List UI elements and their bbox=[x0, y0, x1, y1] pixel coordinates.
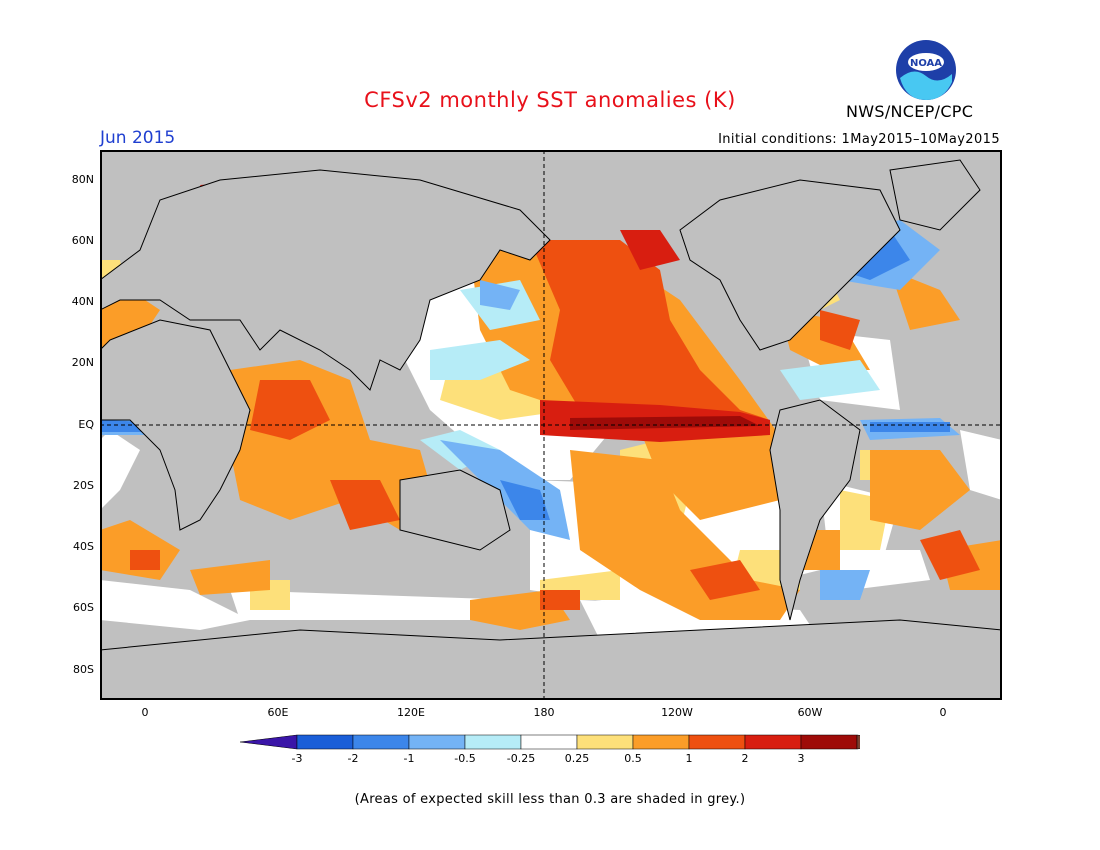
colorbar-bin bbox=[744, 734, 802, 750]
lat-label: 20N bbox=[71, 356, 94, 369]
sst-anomaly-map bbox=[100, 150, 1002, 700]
skill-note: (Areas of expected skill less than 0.3 a… bbox=[354, 792, 746, 807]
lat-label: 80N bbox=[71, 173, 94, 186]
colorbar-bin bbox=[296, 734, 354, 750]
colorbar-arrow-low bbox=[240, 734, 298, 750]
organization-label: NWS/NCEP/CPC bbox=[846, 102, 974, 121]
continent-outlines bbox=[100, 159, 1002, 700]
lon-label: 0 bbox=[939, 706, 947, 719]
lat-label: 60N bbox=[71, 234, 94, 247]
lat-label: 40N bbox=[71, 295, 94, 308]
lat-label: EQ bbox=[78, 418, 94, 431]
initial-conditions: Initial conditions: 1May2015–10May2015 bbox=[718, 132, 1000, 147]
colorbar-bin bbox=[576, 734, 634, 750]
colorbar-tick: -3 bbox=[291, 752, 303, 765]
colorbar bbox=[240, 734, 860, 750]
colorbar-tick: 1 bbox=[685, 752, 693, 765]
forecast-month: Jun 2015 bbox=[100, 128, 176, 148]
lon-label: 60E bbox=[267, 706, 289, 719]
colorbar-tick: 2 bbox=[741, 752, 749, 765]
lon-label: 60W bbox=[797, 706, 823, 719]
positive-anomaly-extreme bbox=[570, 416, 760, 430]
lon-label: 0 bbox=[141, 706, 149, 719]
lon-label: 180 bbox=[533, 706, 555, 719]
lat-label: 40S bbox=[73, 540, 94, 553]
colorbar-arrow-high bbox=[856, 734, 860, 750]
colorbar-bin bbox=[688, 734, 746, 750]
map-frame bbox=[100, 150, 1002, 700]
lon-label: 120E bbox=[397, 706, 425, 719]
colorbar-bin bbox=[408, 734, 466, 750]
colorbar-tick: 0.5 bbox=[624, 752, 642, 765]
colorbar-tick: -1 bbox=[403, 752, 415, 765]
colorbar-tick: 3 bbox=[797, 752, 805, 765]
chart-title: CFSv2 monthly SST anomalies (K) bbox=[364, 88, 736, 112]
noaa-logo: NOAA bbox=[896, 40, 956, 100]
noaa-logo-text: NOAA bbox=[910, 58, 942, 69]
colorbar-bin bbox=[520, 734, 578, 750]
colorbar-tick: -2 bbox=[347, 752, 359, 765]
colorbar-tick: 0.25 bbox=[564, 752, 590, 765]
colorbar-bin bbox=[352, 734, 410, 750]
colorbar-tick: -0.25 bbox=[506, 752, 536, 765]
colorbar-tick: -0.5 bbox=[454, 752, 476, 765]
colorbar-bin bbox=[464, 734, 522, 750]
lat-label: 20S bbox=[73, 479, 94, 492]
colorbar-bin bbox=[800, 734, 858, 750]
lon-label: 120W bbox=[661, 706, 693, 719]
lat-label: 60S bbox=[73, 601, 94, 614]
lat-label: 80S bbox=[73, 663, 94, 676]
colorbar-bin bbox=[632, 734, 690, 750]
